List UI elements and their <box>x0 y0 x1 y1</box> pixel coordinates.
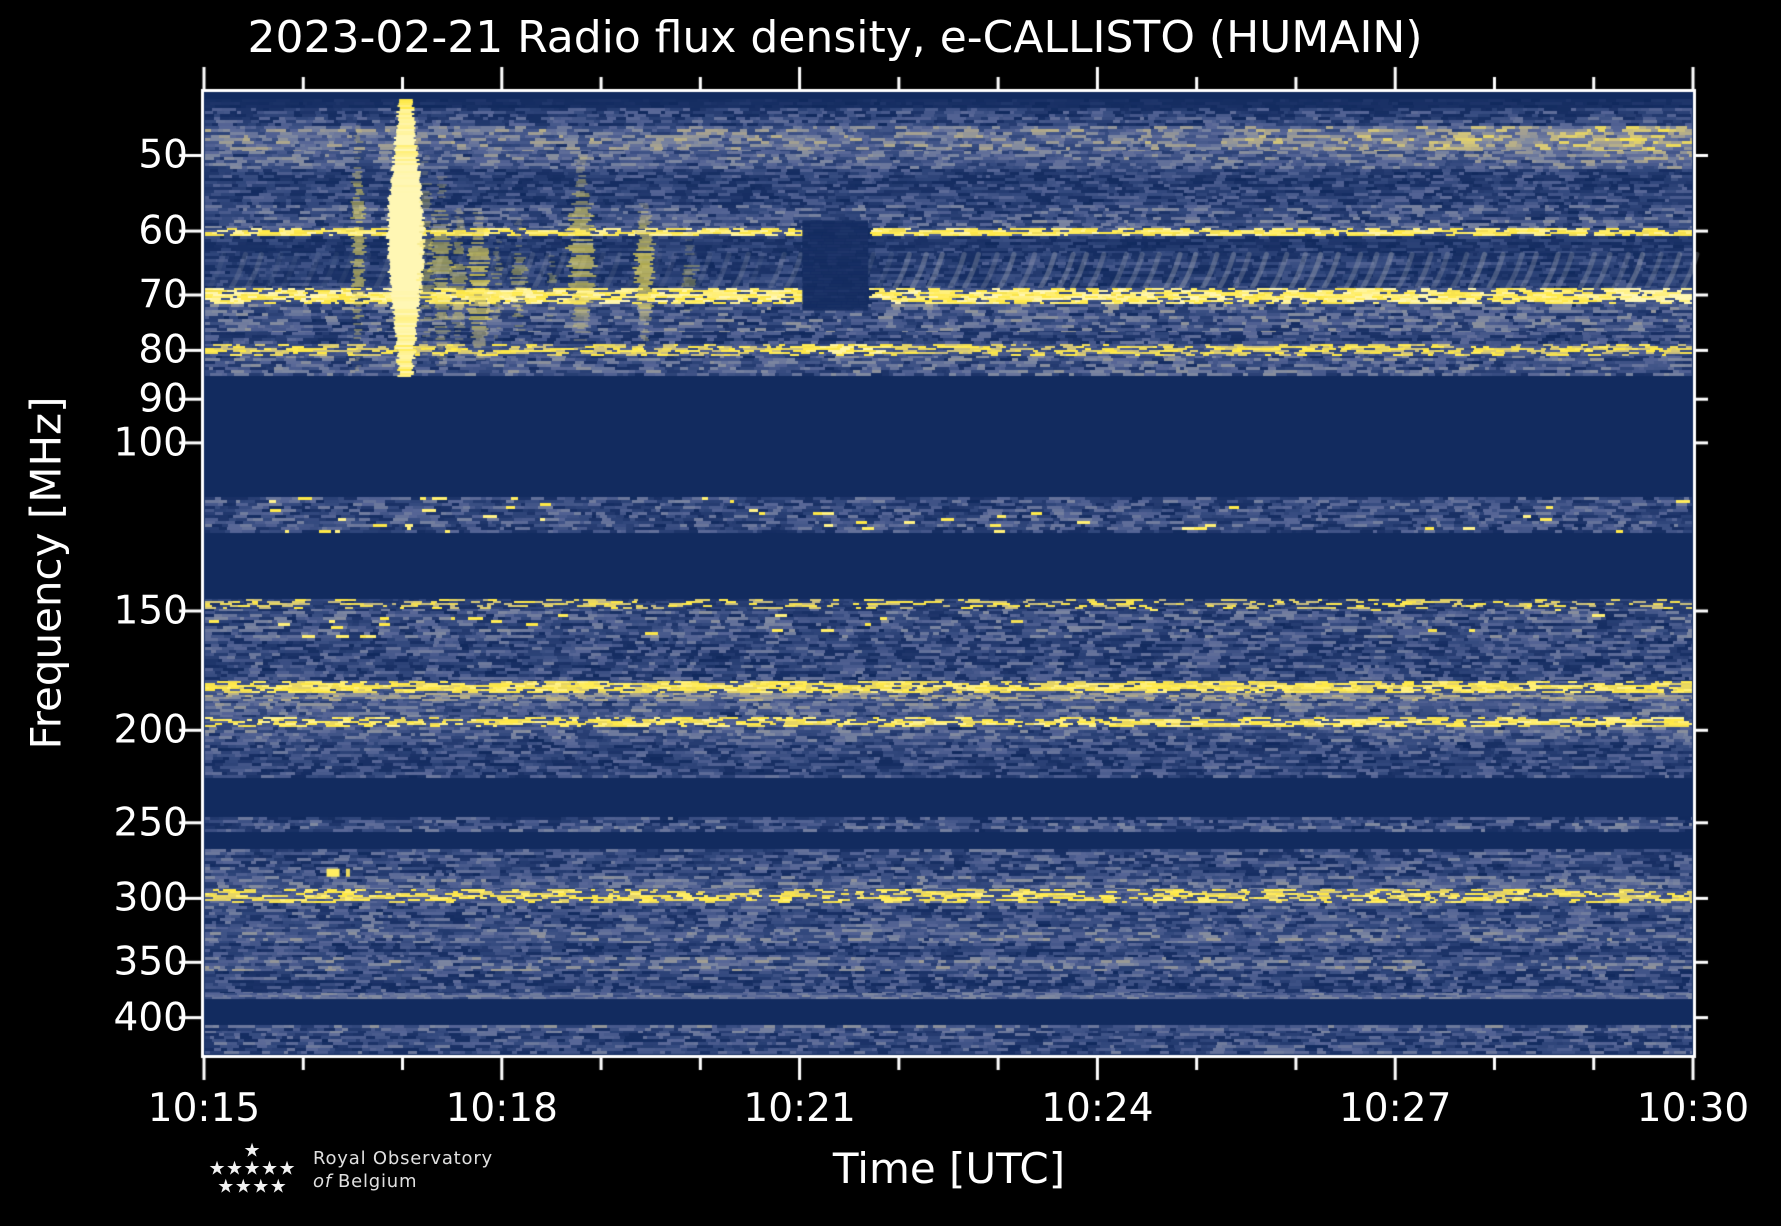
star-icon: ★ <box>252 1175 270 1198</box>
x-axis-label: Time [UTC] <box>832 1144 1066 1193</box>
star-icon: ★ <box>278 1157 296 1180</box>
y-tick-label: 100 <box>113 420 188 466</box>
y-tick-label: 60 <box>138 208 188 254</box>
logo-text-of: of <box>313 1171 332 1192</box>
logo-text-line2: of Belgium <box>313 1171 417 1192</box>
x-tick-label: 10:27 <box>1338 1086 1452 1131</box>
y-tick-label: 90 <box>138 376 188 422</box>
page-title: 2023-02-21 Radio flux density, e-CALLIST… <box>247 12 1423 63</box>
y-tick-label: 300 <box>113 875 188 921</box>
y-tick-label: 70 <box>138 272 188 318</box>
star-icon: ★ <box>225 1157 244 1180</box>
star-icon: ★ <box>269 1175 287 1198</box>
star-icon: ★ <box>243 1139 261 1162</box>
y-tick-label: 200 <box>113 707 188 753</box>
x-tick-label: 10:15 <box>147 1086 261 1131</box>
star-icon: ★ <box>260 1157 279 1180</box>
star-icon: ★ <box>234 1175 252 1198</box>
y-tick-label: 150 <box>113 588 188 634</box>
y-tick-label: 400 <box>113 995 188 1041</box>
star-icon: ★ <box>243 1157 261 1180</box>
y-tick-label: 50 <box>138 132 188 178</box>
y-axis-label: Frequency [MHz] <box>21 396 71 750</box>
star-icon: ★ <box>208 1157 226 1180</box>
star-icon: ★ <box>217 1175 235 1198</box>
y-tick-label: 350 <box>113 939 188 985</box>
x-tick-label: 10:18 <box>445 1086 558 1131</box>
y-tick-label: 80 <box>138 327 188 373</box>
x-tick-label: 10:30 <box>1636 1086 1750 1131</box>
x-tick-label: 10:21 <box>743 1086 856 1131</box>
x-tick-label: 10:24 <box>1041 1086 1154 1131</box>
logo-text-belgium: Belgium <box>337 1171 418 1192</box>
logo-text-line1: Royal Observatory <box>313 1148 493 1169</box>
y-tick-label: 250 <box>113 800 188 846</box>
